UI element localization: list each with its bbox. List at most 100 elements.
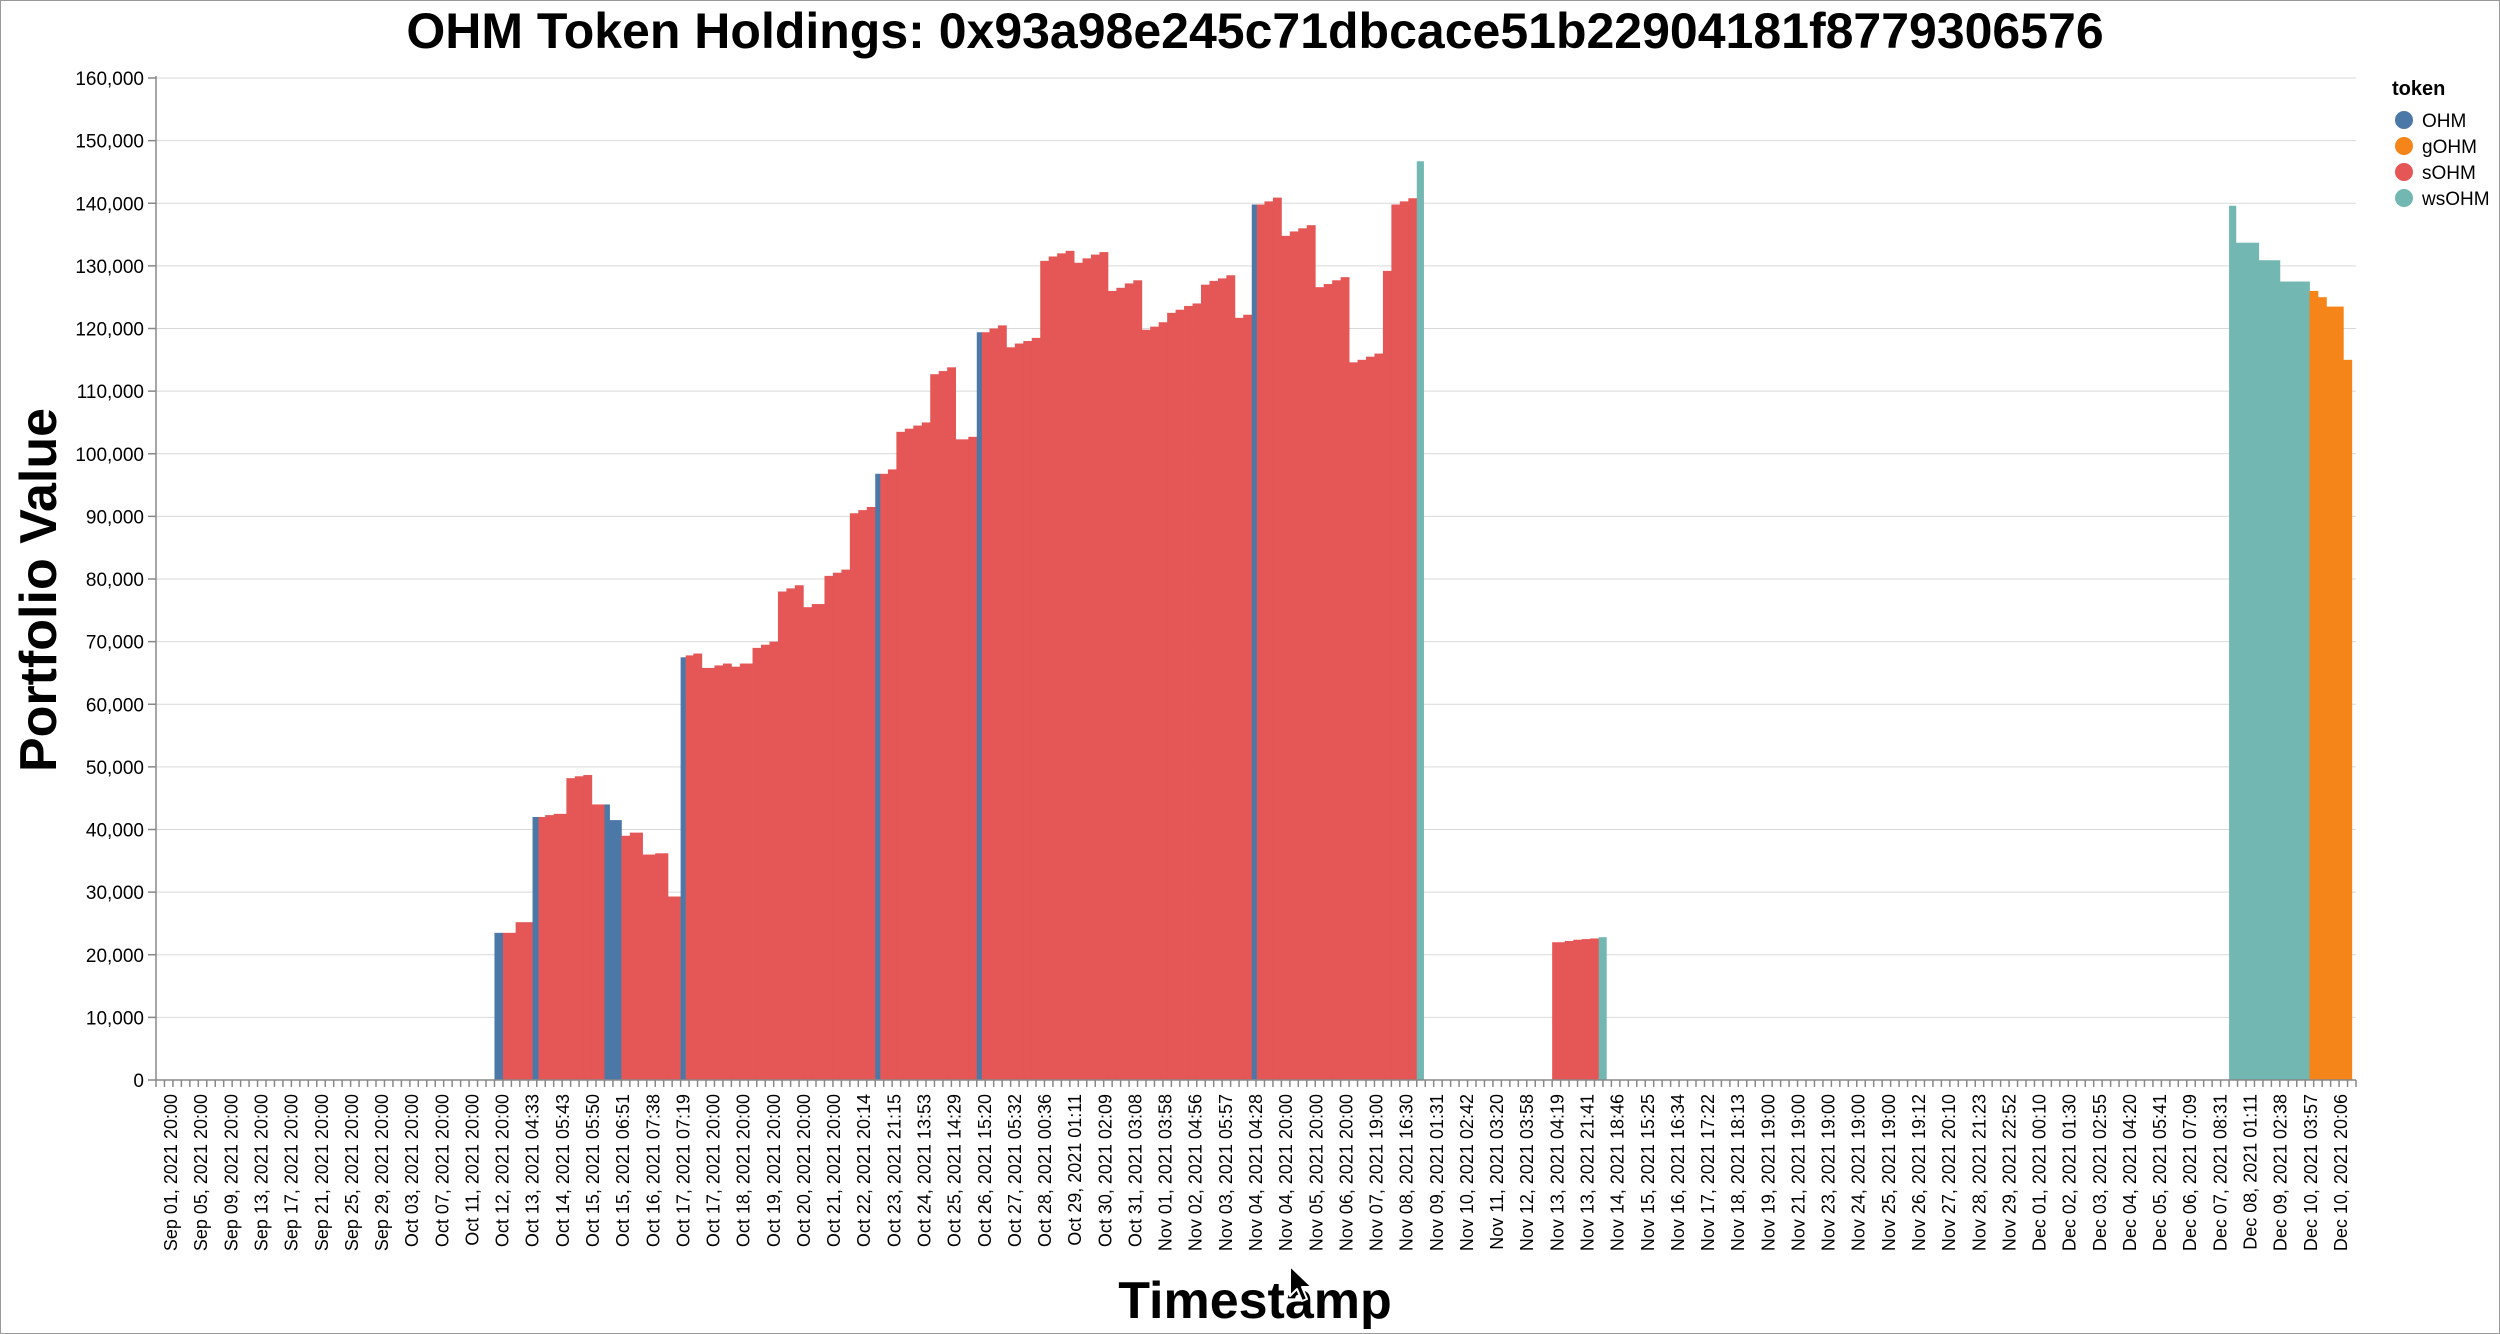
bar-sOHM (777, 591, 787, 1080)
bar-sOHM (904, 428, 914, 1080)
x-tick-label: Dec 02, 2021 01:30 (2060, 1094, 2080, 1251)
x-tick-label: Nov 11, 2021 03:20 (1487, 1094, 1507, 1250)
x-tick-label: Oct 23, 2021 21:15 (884, 1094, 904, 1247)
x-tick-label: Nov 23, 2021 19:00 (1819, 1094, 1839, 1251)
x-tick-label: Oct 17, 2021 20:00 (704, 1094, 724, 1247)
x-tick-label: Nov 03, 2021 05:57 (1216, 1094, 1236, 1251)
bar-sOHM (997, 325, 1007, 1080)
x-tick-label: Oct 26, 2021 15:20 (975, 1094, 995, 1247)
bar-sOHM (811, 604, 825, 1080)
x-tick-label: Oct 14, 2021 05:43 (553, 1094, 573, 1247)
bar-sOHM (832, 572, 842, 1080)
x-tick-label: Nov 18, 2021 18:13 (1728, 1094, 1748, 1251)
x-tick-label: Oct 25, 2021 14:29 (945, 1094, 965, 1247)
x-tick-label: Nov 07, 2021 19:00 (1367, 1094, 1387, 1251)
bar-sOHM (761, 644, 770, 1080)
x-tick-label: Oct 22, 2021 20:14 (854, 1094, 874, 1247)
bar-sOHM (1234, 317, 1244, 1080)
bar-sOHM (1057, 253, 1067, 1081)
y-tick-label: 40,000 (86, 821, 144, 842)
bar-sOHM (574, 776, 584, 1080)
x-tick-label: Oct 11, 2021 20:00 (462, 1094, 482, 1246)
x-tick-label: Nov 26, 2021 19:12 (1909, 1094, 1929, 1251)
bar-sOHM (1552, 942, 1566, 1080)
y-tick-label: 120,000 (75, 320, 144, 341)
bar-sOHM (722, 663, 732, 1080)
bar-sOHM (938, 371, 948, 1081)
x-tick-label: Nov 04, 2021 04:28 (1246, 1094, 1266, 1251)
x-tick-label: Dec 07, 2021 08:31 (2210, 1094, 2230, 1251)
y-tick-label: 70,000 (86, 633, 144, 654)
bar-sOHM (1281, 235, 1291, 1080)
y-tick-label: 20,000 (86, 946, 144, 967)
x-tick-label: Oct 30, 2021 02:09 (1095, 1094, 1115, 1247)
bar-sOHM (1264, 201, 1274, 1081)
bar-sOHM (1065, 250, 1075, 1081)
x-axis-ticks: Sep 01, 2021 20:00 Sep 05, 2021 20:00 Sep … (155, 1080, 2357, 1251)
y-tick-label: 10,000 (86, 1008, 144, 1029)
y-tick-label: 130,000 (75, 257, 144, 278)
bar-sOHM (1315, 287, 1325, 1081)
x-tick-label: Oct 27, 2021 05:32 (1005, 1094, 1025, 1247)
x-tick-label: Oct 15, 2021 06:51 (613, 1094, 633, 1247)
bar-sOHM (591, 804, 605, 1080)
x-tick-label: Nov 25, 2021 19:00 (1879, 1094, 1899, 1251)
bar-gOHM (2326, 306, 2344, 1080)
x-axis-title: Timestamp (1118, 1272, 1392, 1330)
y-tick-label: 110,000 (77, 382, 144, 403)
bar-sOHM (1391, 204, 1401, 1080)
bar-sOHM (1332, 280, 1342, 1080)
x-tick-label: Nov 05, 2021 20:00 (1306, 1094, 1326, 1251)
bar-sOHM (655, 853, 669, 1080)
x-tick-label: Sep 25, 2021 20:00 (342, 1094, 362, 1251)
bar-sOHM (1167, 312, 1177, 1080)
x-tick-label: Dec 04, 2021 04:20 (2120, 1094, 2140, 1251)
x-tick-label: Nov 27, 2021 20:10 (1939, 1094, 1959, 1251)
mouse-pointer-icon (1289, 1265, 1313, 1302)
x-tick-label: Sep 01, 2021 20:00 (161, 1094, 181, 1251)
bar-sOHM (685, 655, 694, 1080)
bar-sOHM (866, 506, 876, 1080)
bar-sOHM (1201, 284, 1210, 1081)
bar-sOHM (880, 473, 889, 1080)
bar-sOHM (947, 367, 957, 1080)
y-tick-label: 50,000 (86, 758, 144, 779)
bar-OHM (494, 932, 504, 1080)
bar-OHM (609, 820, 622, 1080)
bar-sOHM (1340, 277, 1350, 1081)
x-tick-label: Oct 12, 2021 20:00 (493, 1094, 513, 1247)
bar-sOHM (913, 425, 923, 1081)
x-tick-label: Nov 04, 2021 20:00 (1276, 1094, 1296, 1251)
x-tick-label: Nov 12, 2021 03:58 (1517, 1094, 1537, 1251)
bar-wsOHM (2258, 260, 2281, 1080)
bar-sOHM (921, 422, 931, 1080)
x-tick-label: Dec 06, 2021 07:09 (2180, 1094, 2200, 1251)
x-tick-label: Nov 06, 2021 20:00 (1336, 1094, 1356, 1251)
bar-OHM (604, 804, 610, 1080)
x-tick-label: Nov 02, 2021 04:56 (1186, 1094, 1206, 1251)
legend-label-sOHM: sOHM (2422, 163, 2476, 184)
bar-sOHM (1192, 303, 1202, 1080)
bar-sOHM (566, 778, 576, 1080)
bar-sOHM (1107, 290, 1117, 1080)
x-tick-label: Oct 13, 2021 04:33 (523, 1094, 543, 1247)
x-tick-label: Sep 29, 2021 20:00 (372, 1094, 392, 1251)
bar-sOHM (1209, 280, 1219, 1080)
legend-swatch-wsOHM (2395, 189, 2413, 207)
x-tick-label: Nov 21, 2021 19:00 (1788, 1094, 1808, 1251)
bar-sOHM (824, 575, 834, 1080)
bar-sOHM (1082, 258, 1092, 1080)
bar-sOHM (1091, 254, 1100, 1081)
x-tick-label: Sep 05, 2021 20:00 (191, 1094, 211, 1251)
x-tick-label: Nov 19, 2021 19:00 (1758, 1094, 1778, 1251)
bar-sOHM (545, 815, 555, 1080)
bar-wsOHM (2235, 242, 2260, 1081)
x-tick-label: Dec 08, 2021 01:11 (2241, 1094, 2261, 1250)
bar-OHM (680, 657, 687, 1080)
x-tick-label: Oct 31, 2021 03:08 (1125, 1094, 1145, 1247)
x-tick-label: Nov 29, 2021 22:52 (1999, 1094, 2019, 1251)
x-tick-label: Dec 05, 2021 05:41 (2150, 1094, 2170, 1251)
bar-sOHM (989, 328, 999, 1080)
bar-gOHM (2309, 290, 2319, 1080)
x-tick-label: Oct 24, 2021 13:53 (914, 1094, 934, 1247)
